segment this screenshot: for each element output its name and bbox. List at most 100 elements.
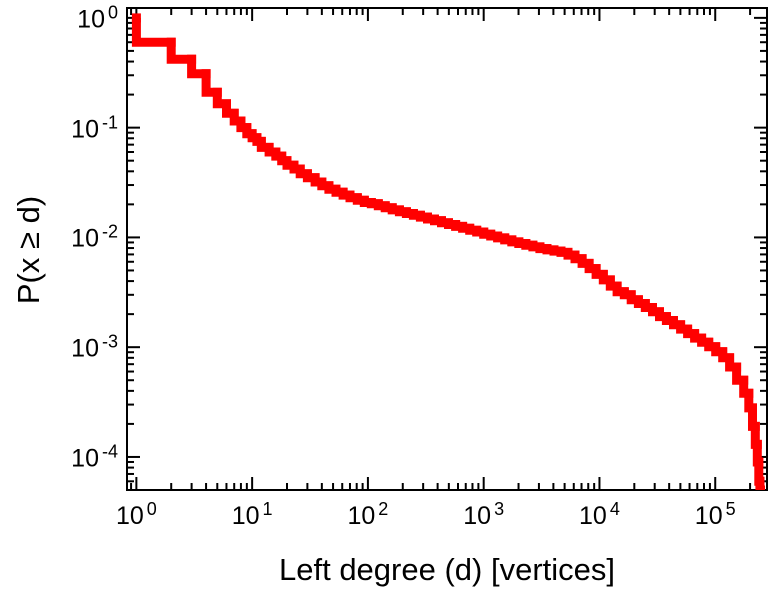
data-point	[669, 316, 678, 325]
data-point	[187, 54, 197, 64]
x-tick-label: 10 2	[347, 499, 389, 530]
data-point	[401, 207, 411, 217]
data-point	[366, 198, 376, 207]
data-point	[166, 37, 176, 47]
data-point	[605, 275, 615, 285]
data-point	[289, 160, 299, 170]
y-axis-label: P(x ≥ d)	[11, 195, 46, 305]
data-point	[676, 320, 686, 330]
data-point	[324, 181, 334, 191]
data-point	[750, 421, 760, 431]
x-tick-label: 10 4	[579, 499, 620, 530]
data-point	[380, 201, 390, 211]
data-point	[514, 237, 524, 247]
data-point	[756, 485, 765, 490]
y-tick-label: 10 -4	[71, 441, 118, 473]
data-point	[744, 388, 754, 398]
y-tick-label: 10 -3	[71, 331, 118, 363]
data-point	[542, 244, 552, 254]
data-point	[415, 210, 425, 220]
data-point	[507, 235, 517, 245]
data-point	[718, 347, 728, 357]
data-point	[242, 123, 252, 133]
y-tick-label: 10 -2	[71, 221, 118, 253]
data-point	[247, 129, 257, 139]
data-point	[633, 295, 643, 305]
data-point	[748, 403, 757, 413]
data-point	[201, 69, 211, 79]
data-point	[256, 136, 266, 146]
data-point	[295, 164, 305, 174]
x-tick-label: 10 0	[115, 499, 157, 530]
data-point	[549, 245, 559, 255]
data-point	[711, 342, 721, 352]
data-point	[612, 281, 622, 291]
data-point	[732, 362, 742, 372]
data-point	[317, 177, 327, 187]
data-point	[640, 299, 650, 308]
data-point	[465, 223, 475, 233]
data-point	[500, 233, 510, 243]
data-point	[683, 324, 693, 334]
x-tick-label: 10 1	[231, 499, 273, 530]
data-point	[387, 203, 397, 213]
data-point	[458, 221, 468, 231]
data-point	[598, 269, 608, 279]
data-point	[479, 227, 489, 237]
data-point	[570, 250, 580, 260]
data-point	[754, 457, 764, 467]
data-point	[451, 220, 461, 229]
data-point	[591, 264, 601, 274]
data-point	[373, 199, 383, 209]
data-point	[236, 116, 246, 126]
data-point	[697, 333, 707, 343]
data-point	[352, 193, 362, 203]
x-axis-label: Left degree (d) [vertices]	[279, 552, 615, 587]
data-point	[345, 190, 355, 200]
data-point	[528, 240, 538, 250]
data-point	[359, 195, 369, 205]
x-tick-label: 10 5	[694, 499, 736, 530]
data-point	[277, 151, 287, 161]
data-point	[444, 218, 453, 228]
data-point	[408, 209, 418, 218]
ccdf-curve	[131, 17, 765, 490]
data-point	[655, 307, 664, 317]
data-point	[331, 184, 341, 194]
data-point	[423, 212, 432, 222]
data-point	[739, 375, 749, 385]
data-point	[661, 312, 671, 322]
data-point	[394, 205, 404, 215]
data-point	[212, 87, 222, 97]
data-point	[486, 229, 496, 239]
data-point	[282, 156, 292, 166]
data-point	[626, 290, 636, 300]
data-point	[310, 173, 320, 183]
data-point	[755, 476, 765, 486]
data-point	[577, 254, 587, 264]
data-point	[521, 239, 531, 248]
data-point	[493, 231, 503, 241]
data-point	[752, 439, 762, 449]
data-point	[229, 108, 239, 118]
data-point	[222, 99, 231, 109]
data-point	[690, 329, 700, 339]
data-point	[131, 13, 141, 23]
data-point	[619, 287, 629, 297]
data-point	[472, 225, 482, 235]
data-point	[648, 303, 657, 312]
plot-border	[126, 7, 768, 491]
y-tick-label: 10 -1	[71, 112, 118, 144]
data-point	[437, 216, 446, 226]
data-point	[725, 353, 735, 363]
data-point	[271, 147, 281, 157]
data-point	[338, 187, 348, 197]
data-point	[563, 247, 573, 257]
data-point	[584, 258, 594, 268]
data-point	[556, 246, 566, 256]
x-tick-label: 10 3	[463, 499, 505, 530]
data-point	[535, 242, 545, 252]
data-point	[264, 142, 274, 152]
y-tick-label: 10 0	[77, 2, 118, 34]
